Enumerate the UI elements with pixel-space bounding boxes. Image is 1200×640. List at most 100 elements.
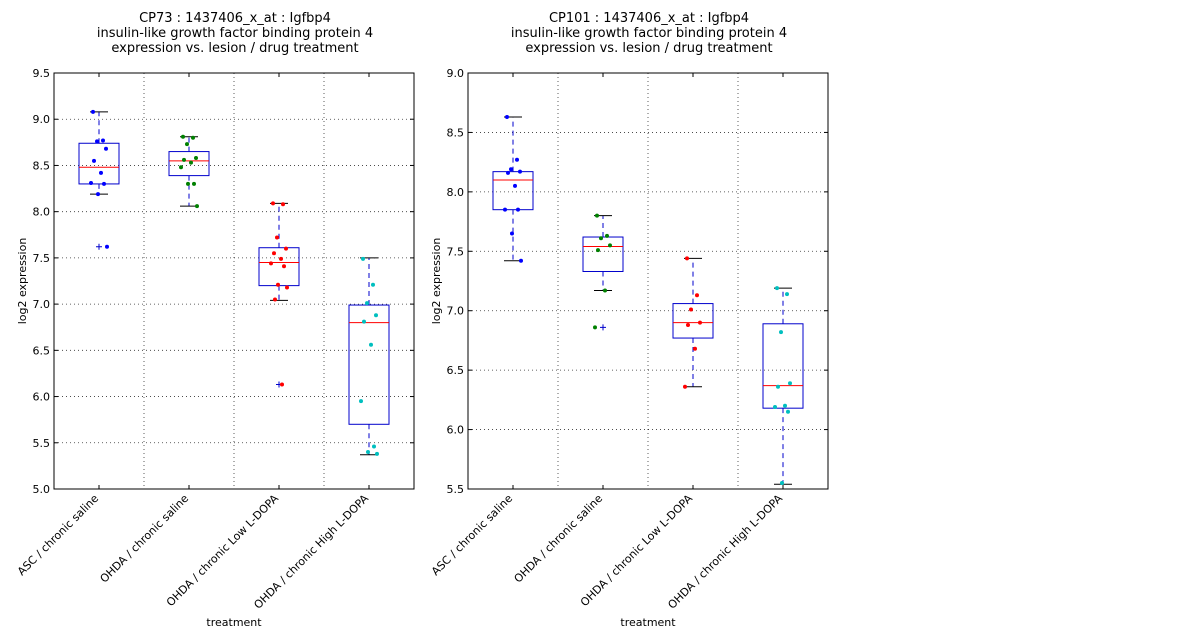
right-chart-xtick-label: OHDA / chronic saline [512,492,606,586]
left-chart-point [181,134,185,139]
right-chart-point [596,248,600,253]
right-chart-point [509,167,513,172]
left-chart-ytick-label: 6.0 [33,391,51,404]
right-chart-point [780,481,784,486]
right-chart-point [605,233,609,238]
right-chart-point [779,330,783,335]
left-chart-point [362,319,366,324]
right-chart-point [689,307,693,312]
left-chart-point [189,160,193,165]
left-chart-box-rect [258,247,300,287]
left-chart-ytick-label: 6.5 [33,344,51,357]
right-chart-title-line-1: CP101 : 1437406_x_at : Igfbp4 [549,11,749,26]
left-chart-point [105,244,109,249]
left-chart-ytick-label: 5.0 [33,483,51,496]
left-chart-point [365,301,369,306]
right-chart-ylabel: log2 expression [430,238,443,325]
right-chart-point [695,293,699,298]
right-chart-point [516,207,520,212]
right-chart-point [518,169,522,174]
left-chart-point [272,251,276,256]
left-chart-point [182,157,186,162]
left-chart-point [186,181,190,186]
left-chart-xtick-label: ASC / chronic saline [15,492,101,578]
left-chart-frame [53,72,415,490]
right-chart-box-rect [492,171,534,211]
left-chart-title-line-3: expression vs. lesion / drug treatment [111,41,358,56]
right-chart-point [599,236,603,241]
right-chart-point [683,384,687,389]
left-chart-point [271,201,275,206]
left-chart-box-4 [348,256,390,456]
right-chart-ytick-label: 7.0 [447,305,465,318]
left-chart-point [102,181,106,186]
left-chart-point [369,342,373,347]
right-chart-point [786,409,790,414]
left-chart-point [192,181,196,186]
left-chart-grid [54,73,414,489]
right-chart-box-1 [492,114,534,263]
right-chart-point [593,325,597,330]
left-chart-ytick-label: 5.5 [33,437,51,450]
right-chart-ytick-label: 7.5 [447,245,465,258]
left-chart: CP73 : 1437406_x_at : Igfbp4 insulin-lik… [15,11,415,629]
left-chart-title-line-2: insulin-like growth factor binding prote… [97,26,373,41]
left-chart-xtick-label: OHDA / chronic saline [98,492,192,586]
left-chart-ytick-label: 8.5 [33,159,51,172]
right-chart-point [685,256,689,261]
left-chart-point [284,246,288,251]
right-chart-box-rect [672,303,714,339]
left-chart-point [276,282,280,287]
right-chart-point [693,346,697,351]
right-chart-point [506,170,510,175]
left-chart-point [269,261,273,266]
left-chart-point [195,204,199,209]
left-chart-box-rect [348,304,390,425]
left-chart-point [361,256,365,261]
left-chart-outlier-marker [96,243,102,250]
left-chart-point [279,256,283,261]
right-chart-box-rect [762,323,804,409]
right-chart-point [698,320,702,325]
left-chart-ytick-label: 7.0 [33,298,51,311]
right-chart-grid [468,73,828,489]
left-chart-point [375,451,379,456]
left-chart-point [371,282,375,287]
left-chart-point [95,139,99,144]
left-chart-xlabel: treatment [206,616,262,629]
left-chart-point [275,235,279,240]
left-chart-point [185,142,189,147]
left-chart-ytick-label: 9.5 [33,67,51,80]
left-chart-point [285,285,289,290]
right-chart-point [775,286,779,291]
right-chart-frame [467,72,829,490]
right-chart-point [776,384,780,389]
right-chart-point [519,258,523,263]
left-chart-box-rect [78,142,120,185]
left-chart-point [374,313,378,318]
right-chart-box-3 [672,256,714,389]
left-chart-point [372,444,376,449]
left-chart-box-rect [168,151,210,177]
right-chart-title-line-3: expression vs. lesion / drug treatment [525,41,772,56]
right-chart-point [513,183,517,188]
left-chart-point [359,399,363,404]
right-chart: CP101 : 1437406_x_at : Igfbp4 insulin-li… [429,11,829,629]
left-chart-point [92,158,96,163]
right-chart-outlier-marker [600,324,606,331]
right-chart-point [785,292,789,297]
right-chart-point [505,114,509,119]
right-chart-point [686,322,690,327]
left-chart-ytick-label: 9.0 [33,113,51,126]
right-chart-xtick-label: ASC / chronic saline [429,492,515,578]
left-chart-box-3 [258,201,300,388]
right-chart-point [788,381,792,386]
left-chart-point [99,170,103,175]
right-chart-ytick-label: 5.5 [447,483,465,496]
left-chart-point [191,135,195,140]
right-chart-ytick-label: 8.0 [447,186,465,199]
right-chart-box-4 [762,286,804,486]
right-chart-point [783,403,787,408]
left-chart-ytick-label: 8.0 [33,206,51,219]
